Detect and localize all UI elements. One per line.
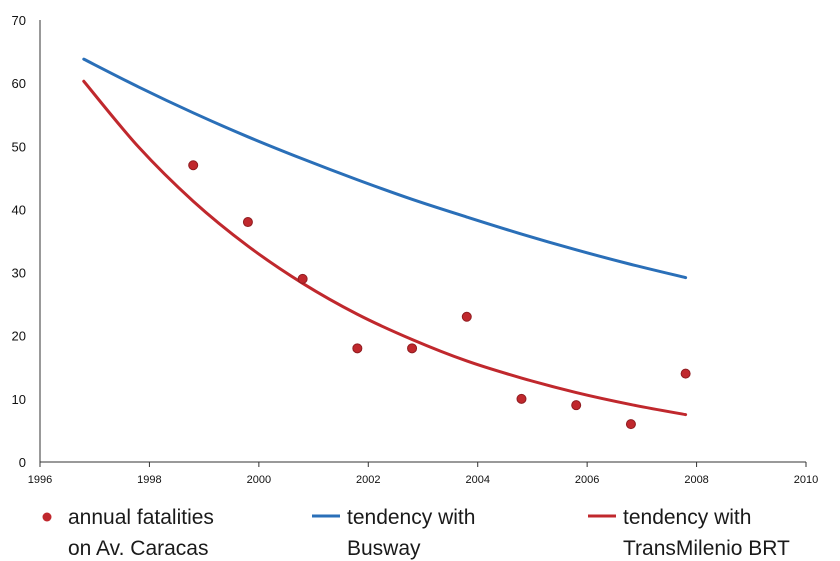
x-tick-label: 2008: [684, 474, 708, 486]
y-tick-label: 70: [12, 13, 26, 28]
legend-label-2: TransMilenio BRT: [623, 537, 790, 560]
y-tick-label: 10: [12, 392, 26, 407]
data-point: [516, 393, 527, 404]
y-tick-label: 30: [12, 266, 26, 281]
data-point: [297, 273, 308, 284]
data-point: [680, 368, 691, 379]
legend-label-0: on Av. Caracas: [68, 537, 208, 560]
x-tick-label: 1996: [28, 474, 52, 486]
y-tick-label: 0: [19, 455, 26, 470]
x-tick-label: 1998: [137, 474, 161, 486]
y-tick-label: 40: [12, 202, 26, 217]
y-tick-label: 20: [12, 329, 26, 344]
data-point: [188, 160, 199, 171]
x-tick-label: 2004: [465, 474, 489, 486]
x-tick-label: 2006: [575, 474, 599, 486]
legend-label-2: tendency with: [623, 506, 751, 529]
y-tick-label: 60: [12, 76, 26, 91]
series-line-1: [82, 57, 688, 280]
chart-axes: 0 10 20 30 40 50 60 70 1996 1998 2000 2002 2004 2006 2…: [12, 13, 819, 486]
x-tick-label: 2000: [247, 474, 271, 486]
chart-legend: annual fatalities on Av. Caracas tendency …: [42, 506, 790, 560]
trend-lines: [82, 57, 688, 417]
data-point: [461, 311, 472, 322]
legend-label-1: Busway: [347, 537, 421, 560]
data-point: [242, 217, 253, 228]
legend-marker-0: [42, 512, 52, 522]
y-tick-label: 50: [12, 139, 26, 154]
data-point: [407, 343, 418, 354]
data-point: [571, 400, 582, 411]
legend-label-0: annual fatalities: [68, 506, 214, 529]
data-points: [188, 160, 691, 430]
x-tick-label: 2010: [794, 474, 818, 486]
data-point: [625, 419, 636, 430]
legend-label-1: tendency with: [347, 506, 475, 529]
data-point: [352, 343, 363, 354]
series-line-2: [82, 79, 688, 417]
x-tick-label: 2002: [356, 474, 380, 486]
